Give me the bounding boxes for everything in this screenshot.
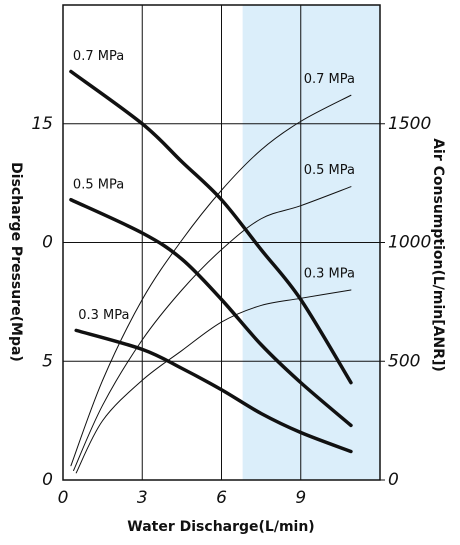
y-tick-label: 0 <box>42 233 53 253</box>
curve <box>69 198 353 428</box>
x-tick-label: 6 <box>216 488 227 508</box>
curve <box>69 69 353 385</box>
curve-label: 0.7 MPa <box>73 49 124 64</box>
curve <box>73 186 352 471</box>
y2-tick-label: 500 <box>388 351 420 371</box>
curve-label: 0.3 MPa <box>78 308 129 323</box>
curve-label: 0.5 MPa <box>304 163 355 178</box>
curve-label: 0.3 MPa <box>304 267 355 282</box>
y-axis-label: Discharge Pressure(Mpa) <box>8 162 24 362</box>
x-tick-label: 3 <box>137 488 148 508</box>
y-tick-label: 5 <box>42 351 53 371</box>
y2-tick-label: 0 <box>388 470 399 490</box>
y-tick-label: 15 <box>31 114 53 134</box>
x-axis-label: Water Discharge(L/min) <box>127 519 314 535</box>
x-tick-label: 0 <box>58 488 69 508</box>
x-tick-label: 9 <box>295 488 306 508</box>
plot-frame <box>62 4 381 481</box>
curve <box>74 328 353 454</box>
y2-tick-label: 1500 <box>388 114 431 134</box>
y-tick-label: 0 <box>42 470 53 490</box>
curve <box>75 289 352 474</box>
y2-axis-label: Air Consumption(L/min[ANR]) <box>430 138 446 372</box>
curve <box>70 94 352 467</box>
curve-label: 0.7 MPa <box>304 72 355 87</box>
y2-tick-label: 1000 <box>388 233 431 253</box>
curve-label: 0.5 MPa <box>73 177 124 192</box>
